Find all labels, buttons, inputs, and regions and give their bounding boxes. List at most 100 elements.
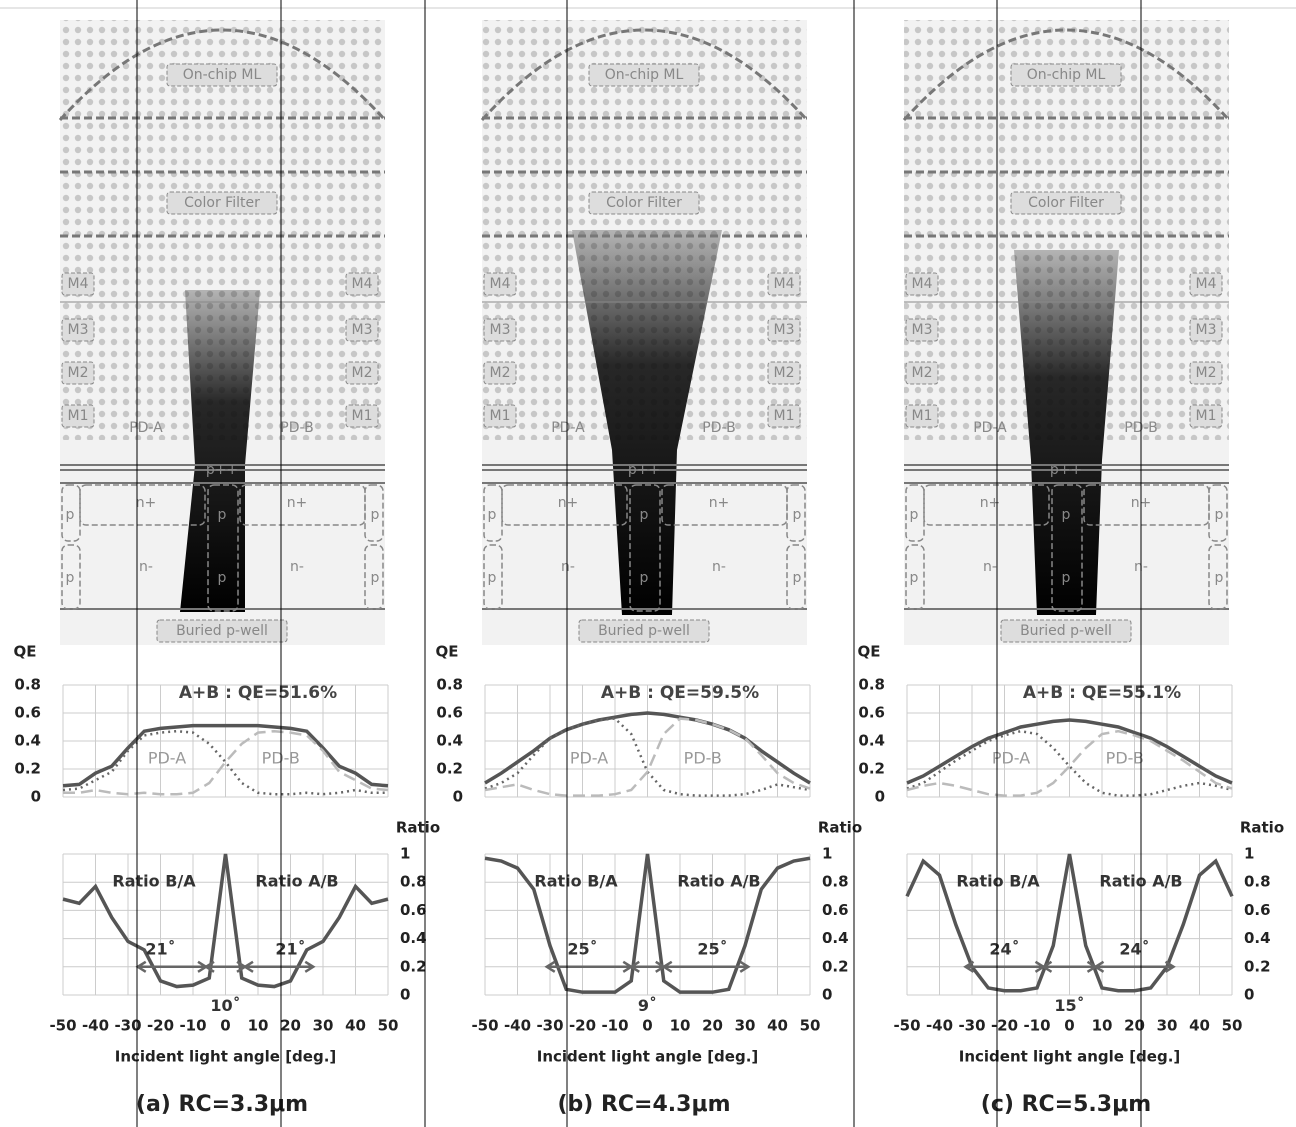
diagram-label: n- <box>712 559 726 575</box>
caption: (c) RC=5.3μm <box>981 1092 1151 1117</box>
diagram-label: p <box>640 507 649 523</box>
y-tick-label: 0.2 <box>858 760 885 778</box>
y-tick-label: 0.8 <box>1244 873 1271 891</box>
ratio-annotation: 25˚ <box>697 939 727 958</box>
diagram-label: M3 <box>912 322 933 338</box>
y-tick-label: 0.4 <box>14 732 41 750</box>
diagram-label: Buried p-well <box>176 623 268 639</box>
diagram-label: n- <box>983 559 997 575</box>
x-tick-label: 50 <box>378 1017 399 1035</box>
y-tick-label: 0 <box>31 788 41 806</box>
x-tick-label: 30 <box>313 1017 334 1035</box>
y-tick-label: 0.4 <box>1244 929 1271 947</box>
x-tick-label: -50 <box>893 1017 920 1035</box>
y-axis-label: QE <box>436 643 459 661</box>
diagram-label: M4 <box>1196 276 1217 292</box>
diagram-label: M2 <box>1196 365 1217 381</box>
y-tick-label: 0.8 <box>822 873 849 891</box>
x-tick-label: -50 <box>471 1017 498 1035</box>
y-tick-label: 0 <box>875 788 885 806</box>
diagram-label: Color Filter <box>1028 195 1104 211</box>
series-label: PD-A <box>992 749 1030 768</box>
y-tick-label: 0 <box>822 986 832 1004</box>
ratio-annotation: 21˚ <box>275 939 305 958</box>
x-tick-label: 40 <box>767 1017 788 1035</box>
x-tick-label: -40 <box>82 1017 109 1035</box>
y-tick-label: 0 <box>1244 986 1254 1004</box>
diagram-label: p <box>66 570 75 586</box>
diagram-label: M2 <box>68 365 89 381</box>
y-tick-label: 0.4 <box>822 929 849 947</box>
diagram-label: n- <box>139 559 153 575</box>
ratio-annotation: Ratio A/B <box>677 872 760 891</box>
x-tick-label: 30 <box>1157 1017 1178 1035</box>
qe-annotation: A+B : QE=55.1% <box>1023 683 1181 703</box>
diagram-label: n+ <box>709 495 730 511</box>
diagram-label: p <box>488 507 497 523</box>
diagram-label: PD-A <box>129 420 163 436</box>
x-tick-label: 10 <box>1092 1017 1113 1035</box>
series-label: PD-B <box>684 749 722 768</box>
y-tick-label: 0.6 <box>400 901 427 919</box>
diagram-label: p <box>1215 507 1224 523</box>
x-tick-label: -10 <box>601 1017 628 1035</box>
ratio-annotation: 25˚ <box>567 939 597 958</box>
ratio-annotation: 10˚ <box>210 996 240 1015</box>
diagram-label: Color Filter <box>606 195 682 211</box>
y-tick-label: 0.2 <box>436 760 463 778</box>
x-axis-label: Incident light angle [deg.] <box>115 1048 337 1066</box>
diagram-label: M3 <box>490 322 511 338</box>
diagram-label: M3 <box>68 322 89 338</box>
x-axis-label: Incident light angle [deg.] <box>959 1048 1181 1066</box>
diagram-label: PD-A <box>551 420 585 436</box>
x-tick-label: -30 <box>958 1017 985 1035</box>
x-tick-label: -20 <box>147 1017 174 1035</box>
ratio-annotation: Ratio B/A <box>112 872 196 891</box>
caption: (b) RC=4.3μm <box>557 1092 730 1117</box>
y-axis-label: Ratio <box>396 819 440 837</box>
diagram-label: n+ <box>287 495 308 511</box>
diagram-label: M2 <box>912 365 933 381</box>
x-tick-label: 50 <box>1222 1017 1243 1035</box>
diagram-label: p <box>218 570 227 586</box>
diagram-label: M3 <box>1196 322 1217 338</box>
diagram-label: Color Filter <box>184 195 260 211</box>
diagram-label: p <box>371 507 380 523</box>
diagram-label: On-chip ML <box>183 67 262 83</box>
diagram-label: Buried p-well <box>1020 623 1112 639</box>
x-tick-label: 0 <box>220 1017 230 1035</box>
x-tick-label: 10 <box>670 1017 691 1035</box>
series-label: PD-A <box>148 749 186 768</box>
x-tick-label: -20 <box>569 1017 596 1035</box>
x-axis-label: Incident light angle [deg.] <box>537 1048 759 1066</box>
y-tick-label: 1 <box>1244 845 1254 863</box>
x-tick-label: -30 <box>536 1017 563 1035</box>
diagram-label: On-chip ML <box>605 67 684 83</box>
diagram-label: M3 <box>352 322 373 338</box>
x-tick-label: -40 <box>926 1017 953 1035</box>
y-tick-label: 0.6 <box>822 901 849 919</box>
ratio-annotation: Ratio B/A <box>956 872 1040 891</box>
diagram-label: M4 <box>912 276 933 292</box>
y-tick-label: 0.8 <box>14 676 41 694</box>
qe-annotation: A+B : QE=59.5% <box>601 683 759 703</box>
ratio-annotation: 24˚ <box>989 939 1019 958</box>
ratio-annotation: Ratio B/A <box>534 872 618 891</box>
diagram-label: M1 <box>1196 408 1217 424</box>
x-tick-label: 10 <box>248 1017 269 1035</box>
diagram-label: M1 <box>490 408 511 424</box>
diagram-label: M1 <box>912 408 933 424</box>
y-tick-label: 0.6 <box>14 704 41 722</box>
x-tick-label: 40 <box>345 1017 366 1035</box>
y-tick-label: 1 <box>400 845 410 863</box>
diagram-label: n+ <box>558 495 579 511</box>
diagram-label: p <box>1062 570 1071 586</box>
y-axis-label: Ratio <box>818 819 862 837</box>
x-tick-label: 20 <box>702 1017 723 1035</box>
diagram-label: M2 <box>774 365 795 381</box>
diagram-label: M3 <box>774 322 795 338</box>
diagram-label: M2 <box>352 365 373 381</box>
diagram-label: PD-B <box>280 420 313 436</box>
x-tick-label: 20 <box>280 1017 301 1035</box>
diagram-label: PD-A <box>973 420 1007 436</box>
